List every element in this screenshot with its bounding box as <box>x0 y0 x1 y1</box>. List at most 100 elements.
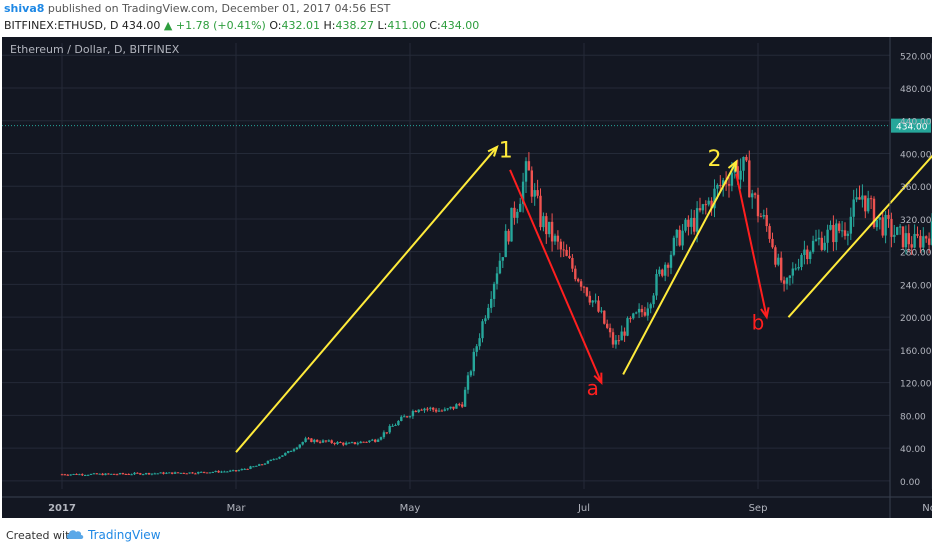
candle-body <box>574 268 577 280</box>
candle-body <box>339 442 342 444</box>
candle-body <box>840 230 844 232</box>
candle-body <box>211 471 214 473</box>
candle-body <box>437 410 441 412</box>
candle-body <box>391 425 394 427</box>
candle-body <box>69 474 72 476</box>
candle-body <box>533 190 536 197</box>
candle-body <box>672 237 676 255</box>
open-label: O: <box>269 19 282 32</box>
candle-body <box>893 234 896 237</box>
candle-body <box>440 410 444 412</box>
candle-body <box>635 312 638 314</box>
candle-body <box>727 184 731 186</box>
last-price-tag <box>891 118 931 133</box>
candle-body <box>66 474 69 476</box>
candle-body <box>611 332 615 345</box>
candle-body <box>249 466 252 469</box>
candles <box>60 150 932 477</box>
candle-body <box>368 440 371 442</box>
candle-body <box>461 404 464 407</box>
candle-body <box>930 221 932 245</box>
candle-body <box>345 442 348 445</box>
candle-body <box>864 195 867 212</box>
candle-body <box>118 473 122 475</box>
x-tick-label: Sep <box>749 503 768 514</box>
candle-body <box>330 440 333 443</box>
wave-label-1: 1 <box>499 139 513 164</box>
candle-body <box>771 238 774 248</box>
candle-body <box>362 441 365 443</box>
candle-body <box>869 198 873 200</box>
candle-body <box>469 371 473 376</box>
candle-body <box>466 375 470 390</box>
candle-body <box>321 440 325 443</box>
candle-body <box>582 286 586 288</box>
candle-body <box>713 188 716 209</box>
candle-body <box>666 264 670 268</box>
candle-body <box>675 229 678 238</box>
candle-body <box>887 214 890 219</box>
candle-body <box>136 472 139 474</box>
candle-body <box>765 215 768 227</box>
candle-body <box>240 469 243 471</box>
candle-body <box>565 249 568 256</box>
candle-body <box>861 195 864 200</box>
tradingview-brand[interactable]: TradingView <box>88 528 161 542</box>
candle-body <box>423 408 426 411</box>
candle-body <box>501 257 504 261</box>
candle-body <box>182 472 185 474</box>
candle-body <box>707 200 710 205</box>
y-tick-label: 40.00 <box>900 445 926 455</box>
candle-body <box>89 473 93 475</box>
close-label: C: <box>429 19 441 32</box>
candle-body <box>287 451 290 453</box>
published-text: published on TradingView.com, December 0… <box>44 2 391 15</box>
publisher-name[interactable]: shiva8 <box>4 2 45 15</box>
candle-body <box>310 438 313 443</box>
x-tick-label: 2017 <box>48 503 76 514</box>
candle-body <box>101 473 104 476</box>
candle-body <box>661 269 664 276</box>
candle-body <box>896 227 899 235</box>
candle-body <box>356 443 359 445</box>
candle-body <box>144 473 148 475</box>
candle-body <box>809 251 812 260</box>
candle-body <box>188 472 191 474</box>
candle-body <box>220 471 223 473</box>
chart-area[interactable]: 434.00~3201234abc 0.0040.0080.00120.0016… <box>2 37 932 518</box>
candle-body <box>278 456 281 459</box>
candle-body <box>536 190 539 196</box>
price-chart[interactable]: 434.00~3201234abc 0.0040.0080.00120.0016… <box>2 37 932 518</box>
candle-body <box>719 184 722 187</box>
candle-body <box>542 216 545 228</box>
y-tick-label: 480.00 <box>900 85 932 95</box>
candle-body <box>255 465 258 467</box>
wave-b-arrow-head <box>760 307 770 320</box>
candle-body <box>318 441 322 443</box>
candle-body <box>756 194 760 217</box>
candle-body <box>223 471 226 473</box>
candle-body <box>690 217 693 227</box>
candle-body <box>171 472 174 474</box>
candle-body <box>405 416 409 418</box>
candle-body <box>324 440 328 442</box>
candle-body <box>394 425 397 427</box>
candle-body <box>600 310 603 312</box>
candle-body <box>782 280 786 284</box>
candle-body <box>626 318 629 336</box>
candle-body <box>516 211 519 218</box>
candle-body <box>260 464 264 466</box>
candle-body <box>701 204 705 211</box>
candle-body <box>104 473 107 476</box>
candle-body <box>591 300 594 303</box>
candle-body <box>548 221 551 235</box>
wave-1-arrow <box>235 146 498 453</box>
y-tick-label: 80.00 <box>900 412 926 422</box>
candle-body <box>919 235 922 248</box>
candle-body <box>75 473 78 475</box>
high-label: H: <box>323 19 336 32</box>
candle-body <box>484 318 487 322</box>
candle-body <box>426 408 429 410</box>
candle-body <box>388 426 391 433</box>
candle-body <box>153 473 156 475</box>
